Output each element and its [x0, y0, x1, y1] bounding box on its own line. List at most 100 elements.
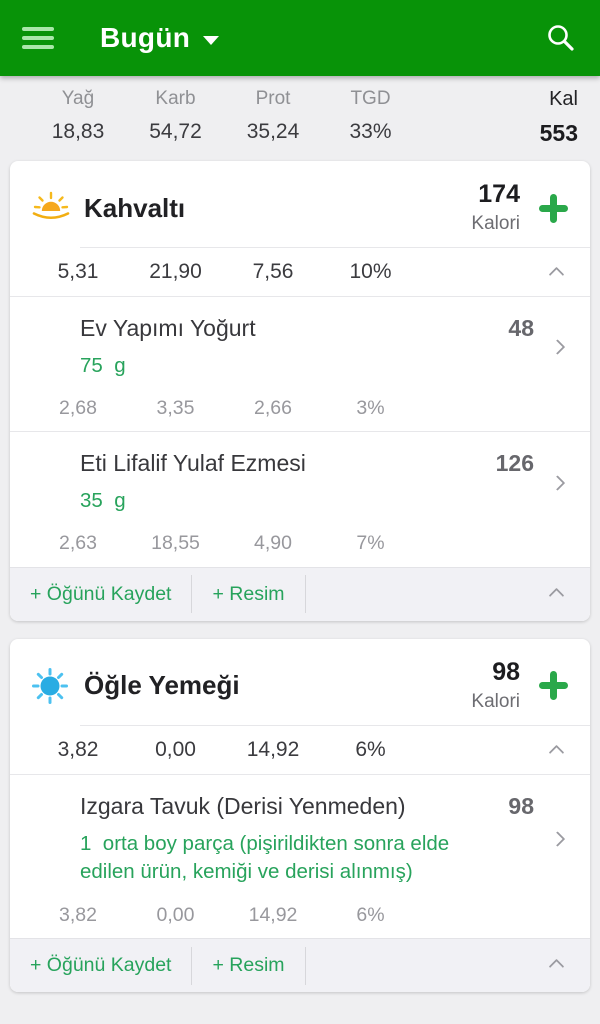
menu-button[interactable] [22, 27, 54, 49]
macro-tgd-value: 3% [356, 396, 385, 419]
meal-card-lunch: Öğle Yemeği 98 Kalori 3,82 0,00 14,92 6%… [10, 638, 590, 992]
macro-protein-value: 4,90 [254, 532, 292, 555]
food-portion: 35 g [80, 489, 126, 513]
summary-label-tgd: TGD [350, 88, 391, 109]
macro-tgd-value: 10% [349, 260, 392, 283]
macro-fat-value: 3,82 [57, 737, 99, 761]
food-row: Izgara Tavuk (Derisi Yenmeden) 1 orta bo… [10, 792, 590, 887]
food-macro-row: 2,63 18,55 4,90 7% [10, 521, 590, 567]
sunrise-icon [30, 188, 72, 228]
meal-card-breakfast: Kahvaltı 174 Kalori 5,31 21,90 7,56 10% … [10, 161, 590, 621]
meal-calories: 98 [492, 658, 520, 687]
macro-fat-value: 5,31 [57, 260, 99, 283]
food-title: Ev Yapımı Yoğurt [80, 315, 256, 341]
meal-macro-row: 5,31 21,90 7,56 10% [10, 248, 590, 296]
food-item[interactable]: Ev Yapımı Yoğurt 75 g 48 2,68 3,35 2,66 … [10, 296, 590, 431]
food-macro-row: 2,68 3,35 2,66 3% [10, 385, 590, 431]
summary-label-protein: Prot [255, 88, 291, 109]
food-item[interactable]: Eti Lifalif Yulaf Ezmesi 35 g 126 2,63 1… [10, 431, 590, 566]
chevron-up-icon [548, 744, 565, 761]
daily-summary: Yağ Karb Prot TGD Kal 18,83 54,72 35,24 … [0, 76, 600, 161]
food-item[interactable]: Izgara Tavuk (Derisi Yenmeden) 1 orta bo… [10, 773, 590, 938]
chevron-up-icon [548, 587, 565, 604]
search-button[interactable] [544, 21, 578, 55]
summary-value-tgd: 33% [349, 120, 392, 143]
save-meal-button[interactable]: + Öğünü Kaydet [10, 954, 191, 977]
collapse-meal-button[interactable] [539, 248, 590, 296]
food-macro-row: 3,82 0,00 14,92 6% [10, 892, 590, 938]
meal-calorie-block: 98 Kalori [471, 659, 520, 713]
summary-label-fat: Yağ [61, 88, 95, 109]
divider [191, 575, 193, 614]
chevron-down-icon [203, 36, 220, 45]
macro-tgd-value: 6% [356, 903, 385, 926]
food-portion: 75 g [80, 353, 126, 377]
summary-value-kal: 553 [539, 120, 578, 146]
food-calories: 98 [508, 792, 534, 819]
page-title: Bugün [100, 22, 191, 53]
hamburger-icon [22, 27, 54, 31]
summary-label-kal: Kal [549, 88, 578, 110]
collapse-meal-button[interactable] [523, 956, 590, 975]
chevron-right-icon [549, 474, 566, 491]
plus-icon [538, 671, 568, 701]
meal-header: Kahvaltı 174 Kalori [10, 161, 590, 247]
meal-macro-row: 3,82 0,00 14,92 6% [10, 726, 590, 774]
meal-title: Öğle Yemeği [84, 670, 240, 701]
add-food-button[interactable] [530, 663, 576, 709]
save-meal-button[interactable]: + Öğünü Kaydet [10, 583, 191, 606]
summary-label-carb: Karb [155, 88, 196, 109]
food-calories: 48 [508, 315, 534, 341]
chevron-right-icon [549, 339, 566, 355]
app-bar: Bugün [0, 0, 600, 76]
plus-icon [538, 193, 568, 223]
meal-calories-label: Kalori [471, 690, 520, 712]
macro-protein-value: 14,92 [246, 737, 300, 761]
macro-protein-value: 2,66 [254, 396, 292, 419]
summary-value-carb: 54,72 [149, 120, 202, 143]
collapse-meal-button[interactable] [523, 585, 590, 604]
food-portion: 1 orta boy parça (pişirildikten sonra el… [80, 831, 455, 884]
macro-carb-value: 18,55 [151, 532, 200, 555]
chevron-up-icon [548, 266, 565, 283]
meal-calories: 174 [478, 180, 520, 209]
macro-protein-value: 14,92 [248, 903, 298, 926]
macro-fat-value: 2,63 [59, 532, 97, 555]
meal-header: Öğle Yemeği 98 Kalori [10, 639, 590, 725]
summary-value-fat: 18,83 [51, 120, 105, 143]
macro-carb-value: 3,35 [156, 396, 195, 419]
divider [304, 946, 306, 985]
summary-value-protein: 35,24 [246, 120, 300, 143]
divider [80, 724, 590, 726]
add-food-button[interactable] [530, 185, 576, 231]
collapse-meal-button[interactable] [539, 726, 590, 774]
search-icon [548, 25, 574, 51]
meal-calories-label: Kalori [471, 212, 520, 234]
macro-fat-value: 3,82 [59, 903, 97, 926]
divider [191, 946, 193, 985]
food-title: Izgara Tavuk (Derisi Yenmeden) [80, 792, 406, 819]
divider [304, 575, 306, 614]
meal-card-footer: + Öğünü Kaydet + Resim [10, 566, 590, 621]
food-title: Eti Lifalif Yulaf Ezmesi [80, 450, 306, 477]
add-image-button[interactable]: + Resim [192, 954, 304, 977]
food-calories: 126 [495, 450, 534, 477]
macro-tgd-value: 6% [355, 737, 386, 761]
meal-calorie-block: 174 Kalori [471, 181, 520, 235]
macro-protein-value: 7,56 [252, 260, 294, 283]
food-row: Ev Yapımı Yoğurt 75 g 48 [10, 314, 590, 380]
chevron-up-icon [548, 958, 565, 975]
food-row: Eti Lifalif Yulaf Ezmesi 35 g 126 [10, 449, 590, 515]
chevron-right-icon [549, 831, 566, 848]
macro-carb-value: 0,00 [156, 903, 195, 926]
macro-carb-value: 0,00 [155, 737, 196, 761]
add-image-button[interactable]: + Resim [192, 583, 304, 606]
meal-card-footer: + Öğünü Kaydet + Resim [10, 938, 590, 992]
date-selector[interactable]: Bugün [100, 22, 220, 54]
divider [80, 247, 590, 248]
macro-tgd-value: 7% [356, 532, 385, 555]
meal-title: Kahvaltı [84, 192, 186, 223]
macro-carb-value: 21,90 [149, 260, 202, 283]
macro-fat-value: 2,68 [59, 396, 97, 419]
sun-icon [30, 666, 72, 706]
